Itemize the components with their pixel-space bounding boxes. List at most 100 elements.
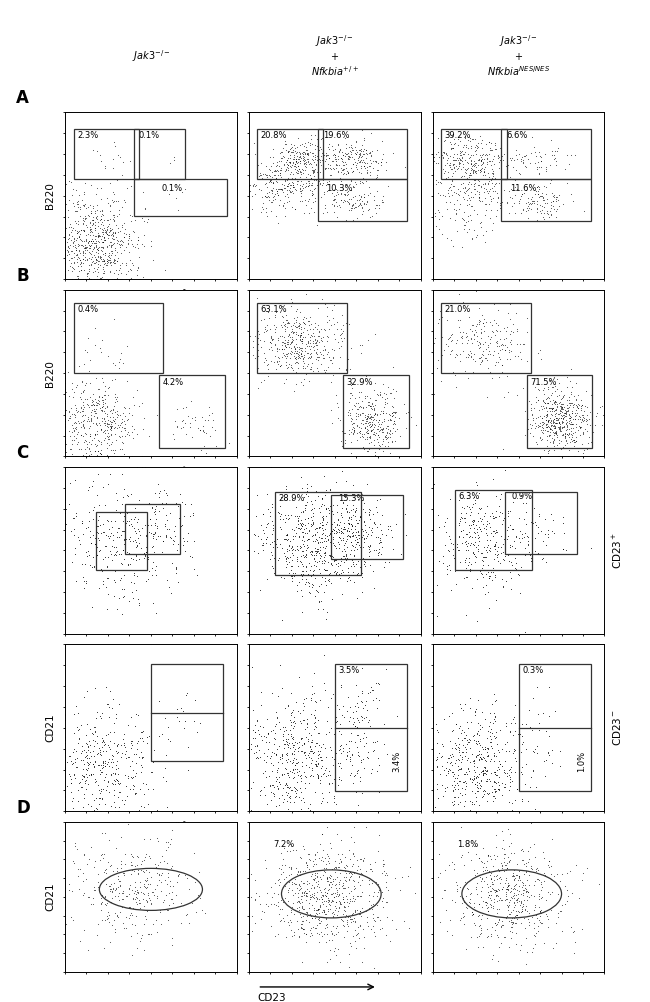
Point [305, 321, 315, 337]
Point [327, 905, 337, 921]
Point [127, 848, 137, 864]
Point [111, 880, 121, 896]
Point [150, 517, 160, 533]
Point [369, 406, 380, 422]
Point [474, 749, 485, 766]
Point [428, 783, 438, 799]
Point [138, 891, 148, 907]
Point [433, 724, 443, 740]
Point [484, 556, 494, 572]
Point [463, 484, 473, 500]
Point [297, 898, 307, 914]
Point [321, 151, 332, 167]
Point [508, 878, 519, 894]
Point [434, 220, 445, 236]
Point [103, 739, 114, 756]
Point [383, 518, 393, 534]
Point [134, 492, 144, 508]
Point [464, 872, 474, 888]
Point [355, 851, 365, 867]
Point [349, 151, 359, 167]
Point [358, 412, 368, 428]
Point [346, 385, 356, 401]
Point [476, 151, 487, 167]
Point [534, 402, 545, 418]
Point [520, 901, 530, 917]
Point [315, 164, 325, 180]
Point [94, 416, 104, 432]
Point [538, 423, 549, 439]
Point [320, 562, 330, 578]
Point [98, 260, 109, 276]
Point [337, 161, 348, 177]
Point [60, 426, 70, 442]
Point [326, 529, 336, 545]
Point [321, 183, 332, 199]
Point [441, 313, 452, 329]
Point [280, 346, 291, 362]
Point [510, 142, 521, 158]
Point [83, 777, 93, 793]
Point [486, 887, 497, 903]
Point [62, 247, 72, 264]
Point [334, 880, 345, 896]
Point [100, 232, 110, 248]
Point [280, 869, 291, 885]
Point [134, 523, 144, 539]
Point [88, 737, 99, 754]
Point [107, 414, 117, 430]
Point [494, 863, 504, 879]
Point [352, 862, 362, 878]
Point [486, 892, 496, 908]
Point [279, 791, 289, 807]
Point [497, 336, 508, 352]
Point [96, 896, 106, 912]
Point [478, 553, 488, 569]
Point [259, 333, 269, 349]
Point [365, 399, 375, 415]
Point [486, 951, 497, 967]
Point [86, 559, 97, 575]
Point [60, 494, 70, 510]
Point [149, 888, 159, 904]
Point [77, 221, 88, 237]
Point [443, 168, 453, 184]
Point [511, 754, 521, 770]
Point [471, 474, 481, 490]
Point [543, 427, 554, 443]
Point [78, 768, 88, 784]
Point [454, 156, 464, 172]
Point [561, 433, 571, 449]
Point [515, 534, 526, 550]
Point [111, 547, 121, 563]
Point [474, 737, 485, 754]
Point [270, 324, 280, 340]
Point [78, 887, 88, 903]
Point [70, 408, 80, 424]
Point [94, 390, 104, 406]
Point [428, 892, 438, 908]
Point [549, 415, 560, 431]
Point [473, 715, 483, 731]
Point [478, 859, 489, 875]
Point [80, 425, 90, 441]
Point [248, 702, 259, 718]
Point [533, 545, 543, 561]
Point [131, 552, 142, 568]
Point [452, 333, 462, 349]
Point [291, 782, 302, 798]
Point [306, 546, 316, 562]
Point [102, 218, 112, 234]
Point [152, 518, 162, 534]
Point [481, 894, 491, 910]
Point [344, 740, 354, 757]
Point [512, 892, 523, 908]
Point [323, 901, 333, 917]
Point [306, 327, 316, 343]
Point [387, 405, 397, 421]
Point [469, 152, 479, 168]
Point [258, 506, 268, 522]
Point [510, 555, 521, 571]
Point [476, 346, 487, 362]
Point [155, 902, 165, 918]
